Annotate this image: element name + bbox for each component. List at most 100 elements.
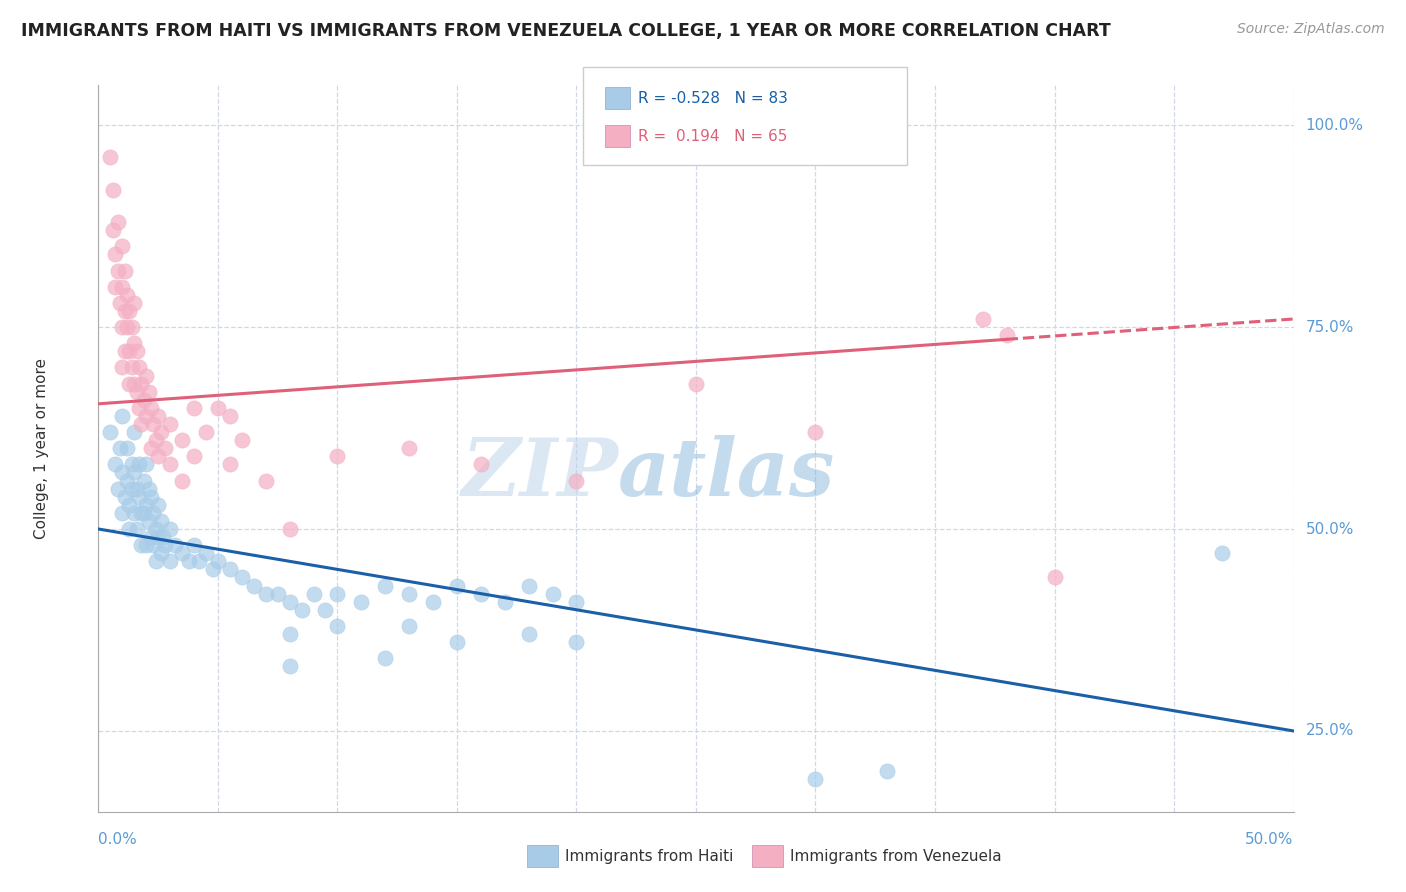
Point — [111, 239, 134, 253]
Point — [149, 514, 172, 528]
Point — [114, 344, 136, 359]
Point — [995, 328, 1018, 343]
Point — [254, 587, 277, 601]
Point — [142, 538, 165, 552]
Point — [139, 401, 162, 415]
Point — [163, 538, 186, 552]
Point — [131, 376, 153, 391]
Text: Immigrants from Venezuela: Immigrants from Venezuela — [790, 849, 1002, 863]
Point — [128, 490, 150, 504]
Point — [326, 450, 349, 464]
Point — [114, 304, 136, 318]
Point — [121, 320, 143, 334]
Text: atlas: atlas — [619, 435, 835, 512]
Point — [131, 538, 153, 552]
Text: Immigrants from Haiti: Immigrants from Haiti — [565, 849, 734, 863]
Point — [972, 312, 994, 326]
Point — [145, 522, 167, 536]
Point — [124, 376, 146, 391]
Point — [152, 530, 174, 544]
Text: College, 1 year or more: College, 1 year or more — [34, 358, 49, 539]
Text: 50.0%: 50.0% — [1246, 832, 1294, 847]
Point — [132, 506, 155, 520]
Point — [138, 514, 160, 528]
Point — [124, 425, 146, 439]
Point — [267, 587, 290, 601]
Point — [159, 522, 181, 536]
Point — [131, 506, 153, 520]
Point — [98, 425, 122, 439]
Point — [114, 490, 136, 504]
Point — [565, 474, 588, 488]
Text: 50.0%: 50.0% — [1306, 522, 1354, 536]
Point — [148, 530, 170, 544]
Point — [124, 336, 146, 351]
Point — [494, 595, 516, 609]
Point — [470, 458, 492, 472]
Point — [1211, 546, 1233, 560]
Point — [104, 458, 127, 472]
Point — [302, 587, 325, 601]
Point — [111, 506, 134, 520]
Point — [107, 215, 129, 229]
Point — [111, 320, 134, 334]
Point — [135, 458, 157, 472]
Point — [172, 546, 194, 560]
Point — [125, 344, 148, 359]
Point — [104, 279, 127, 293]
Point — [142, 417, 165, 431]
Point — [138, 384, 160, 399]
Point — [422, 595, 444, 609]
Point — [517, 627, 540, 641]
Point — [202, 562, 225, 576]
Point — [398, 442, 420, 455]
Point — [350, 595, 373, 609]
Point — [291, 603, 314, 617]
Point — [541, 587, 564, 601]
Point — [135, 368, 157, 383]
Point — [172, 474, 194, 488]
Point — [114, 263, 136, 277]
Point — [183, 450, 205, 464]
Point — [128, 458, 150, 472]
Point — [139, 442, 162, 455]
Point — [446, 578, 468, 592]
Point — [118, 522, 141, 536]
Point — [278, 522, 301, 536]
Point — [139, 530, 162, 544]
Text: R =  0.194   N = 65: R = 0.194 N = 65 — [638, 129, 787, 144]
Point — [195, 425, 218, 439]
Point — [155, 538, 177, 552]
Point — [278, 627, 301, 641]
Point — [231, 570, 253, 584]
Point — [125, 482, 148, 496]
Text: 0.0%: 0.0% — [98, 832, 138, 847]
Point — [115, 474, 138, 488]
Point — [148, 409, 170, 423]
Point — [115, 320, 138, 334]
Point — [183, 538, 205, 552]
Point — [124, 295, 146, 310]
Point — [138, 482, 160, 496]
Point — [118, 376, 141, 391]
Point — [398, 619, 420, 633]
Point — [145, 554, 167, 568]
Point — [446, 635, 468, 649]
Point — [121, 458, 143, 472]
Point — [98, 150, 122, 164]
Point — [149, 425, 172, 439]
Point — [132, 392, 155, 407]
Point — [219, 458, 242, 472]
Point — [108, 442, 131, 455]
Point — [115, 287, 138, 301]
Point — [135, 538, 157, 552]
Point — [111, 409, 134, 423]
Point — [1043, 570, 1066, 584]
Point — [219, 562, 242, 576]
Point — [135, 498, 157, 512]
Point — [149, 546, 172, 560]
Point — [148, 498, 170, 512]
Point — [132, 474, 155, 488]
Point — [104, 247, 127, 261]
Point — [207, 401, 229, 415]
